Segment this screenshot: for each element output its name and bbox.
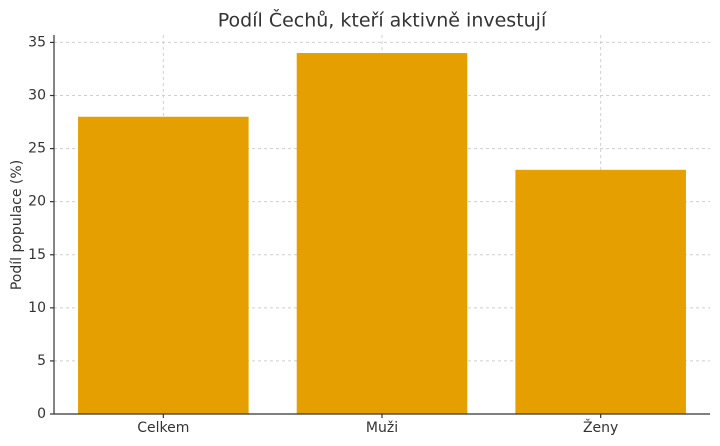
y-tick-label: 25: [28, 141, 46, 157]
y-tick-label: 30: [28, 88, 46, 104]
bar: [515, 169, 686, 414]
bar: [296, 53, 468, 415]
y-tick-label: 20: [28, 194, 46, 210]
y-tick-label: 0: [37, 406, 46, 422]
y-tick-label: 35: [28, 34, 46, 50]
y-tick-label: 10: [28, 300, 46, 316]
x-tick-label: Celkem: [137, 420, 189, 436]
x-tick-label: Muži: [366, 420, 398, 436]
y-tick-label: 15: [28, 247, 46, 263]
y-tick-label: 5: [37, 353, 46, 369]
x-tick-label: Ženy: [583, 418, 618, 436]
y-axis-label: Podíl populace (%): [9, 160, 25, 290]
bar: [78, 116, 249, 415]
chart-title: Podíl Čechů, kteří aktivně investují: [218, 8, 547, 32]
